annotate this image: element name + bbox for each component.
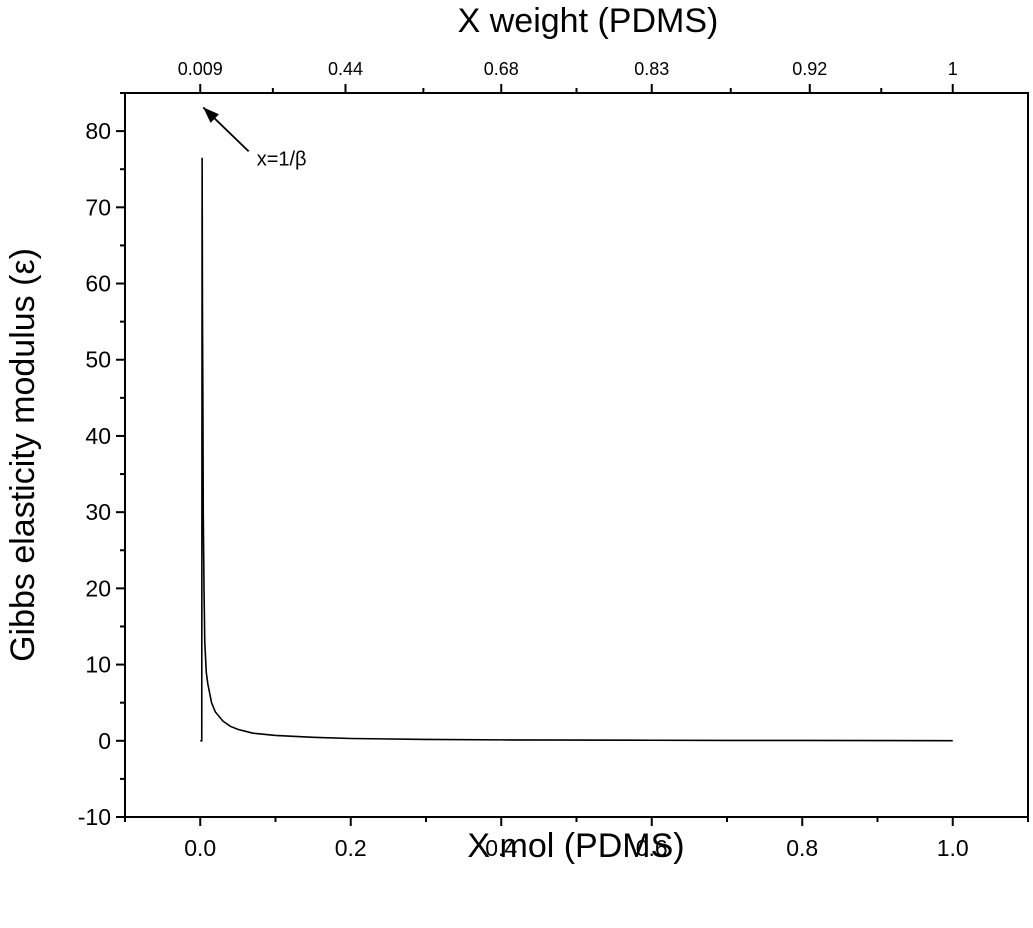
y-tick-label: 40 (85, 423, 111, 449)
annotation-layer: x=1/β (202, 106, 307, 170)
annotation-label: x=1/β (257, 148, 307, 170)
x-axis-title: X mol (PDMS) (467, 827, 684, 865)
y-tick-label: -10 (78, 804, 111, 830)
y-tick-label: 50 (85, 347, 111, 373)
top-tick-label: 1 (948, 59, 958, 79)
y-axis-title: Gibbs elasticity modulus (ε) (4, 248, 42, 662)
series-line-0 (200, 157, 953, 742)
y-tick-label: 80 (85, 118, 111, 144)
top-tick-label: 0.44 (328, 59, 363, 79)
y-tick-label: 0 (98, 728, 111, 754)
y-tick-label: 70 (85, 194, 111, 220)
top-tick-label: 0.92 (792, 59, 827, 79)
top-axis-title: X weight (PDMS) (458, 2, 719, 40)
x-tick-label: 0.0 (184, 835, 216, 861)
series-layer (200, 157, 953, 742)
x-tick-label: 0.2 (335, 835, 367, 861)
y-tick-label: 30 (85, 499, 111, 525)
plot-frame (124, 92, 1029, 818)
x-tick-label: 0.8 (786, 835, 818, 861)
top-tick-label: 0.68 (484, 59, 519, 79)
top-tick-label: 0.009 (178, 59, 223, 79)
left-axis: -10 0 10 20 30 40 50 60 70 80 (78, 92, 125, 830)
x-tick-label: 1.0 (937, 835, 969, 861)
x-tick-label: 0.6 (636, 835, 668, 861)
bottom-axis: 0.0 0.2 0.4 0.6 0.8 1.0 (124, 817, 1029, 861)
top-axis: 0.009 0.44 0.68 0.83 0.92 1 (178, 59, 958, 93)
y-tick-label: 60 (85, 271, 111, 297)
top-tick-label: 0.83 (634, 59, 669, 79)
y-tick-label: 20 (85, 575, 111, 601)
y-tick-label: 10 (85, 652, 111, 678)
x-tick-label: 0.4 (485, 835, 517, 861)
annotation-arrow-head (203, 107, 219, 123)
